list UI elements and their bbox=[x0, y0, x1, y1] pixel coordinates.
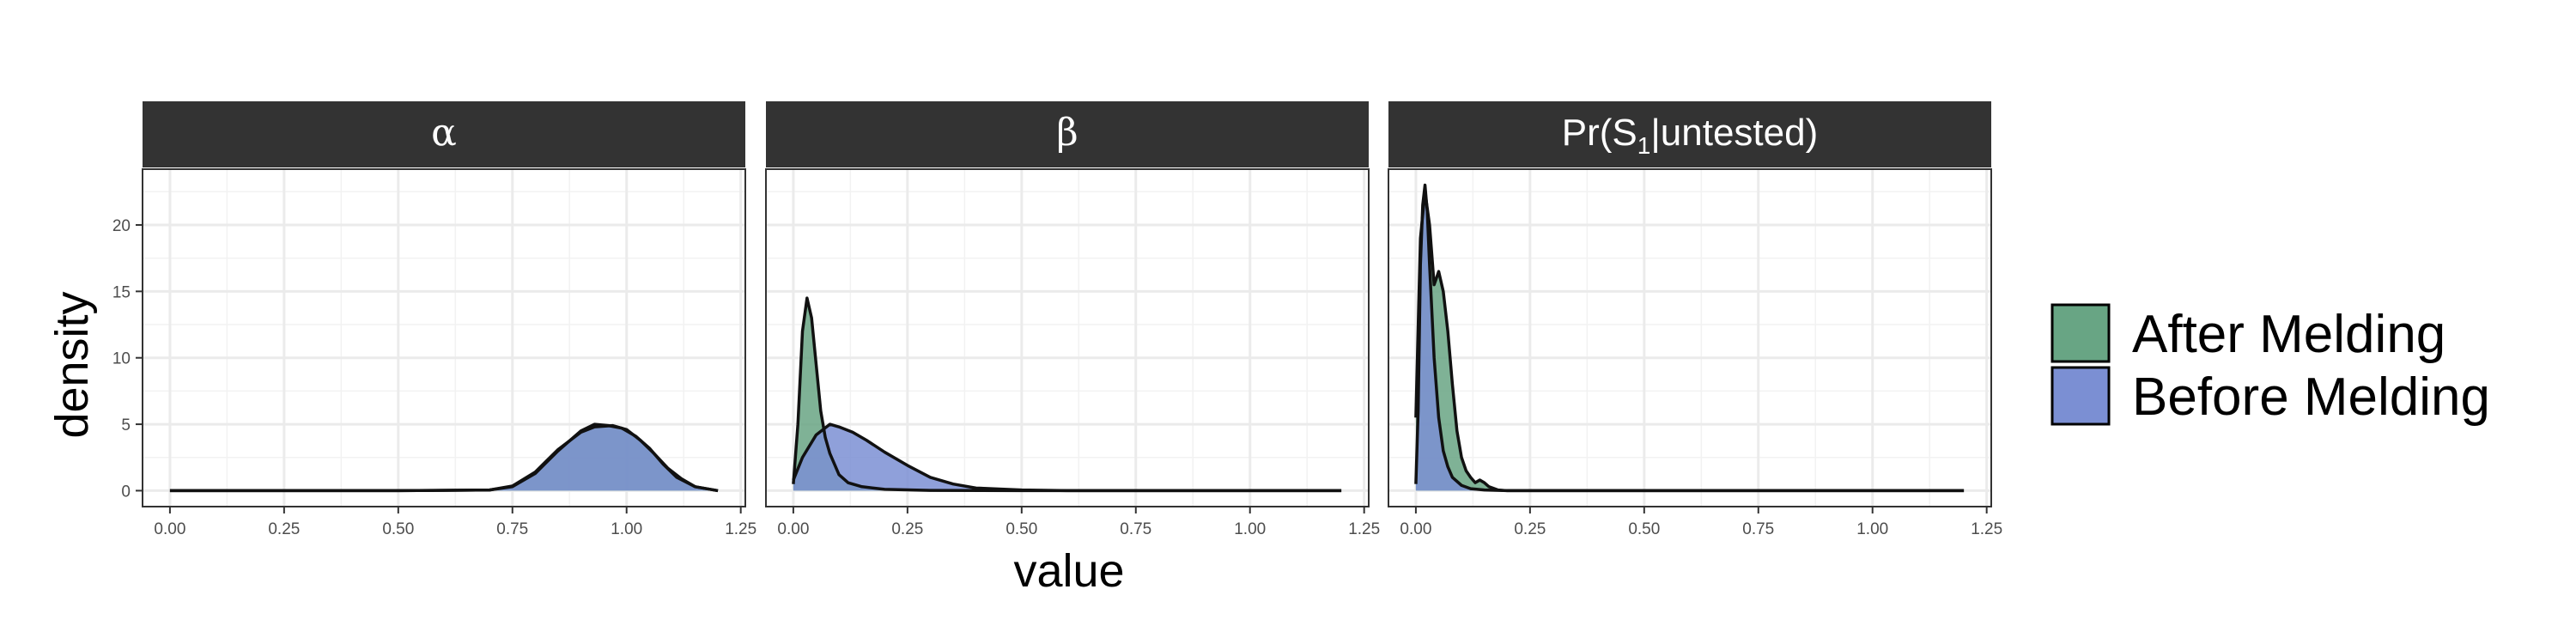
density-line-after-melding bbox=[792, 296, 1342, 493]
x-tick-label: 0.00 bbox=[154, 520, 185, 538]
x-tick-label: 1.00 bbox=[1234, 520, 1266, 538]
legend-key-before-melding bbox=[2050, 366, 2111, 426]
panel-border bbox=[765, 168, 1370, 507]
facet-strip-label: α bbox=[431, 111, 457, 155]
x-tick-label: 0.75 bbox=[1120, 520, 1151, 538]
density-line-before-melding bbox=[1414, 183, 1965, 493]
panel-1: α 0.00 0.25 0.50 0.75 1.00 1.25 0 5 10 15 20 bbox=[112, 101, 756, 538]
x-tick-label: 0.00 bbox=[1400, 520, 1431, 538]
x-tick-label: 0.75 bbox=[1742, 520, 1774, 538]
facet-strip bbox=[1388, 101, 1991, 167]
panel-3: Pr(S1|untested) 0.00 0.25 0.50 0.75 1.00 1.25 bbox=[1388, 101, 2002, 538]
x-tick-label: 1.25 bbox=[1348, 520, 1380, 538]
facet-strip-label: Pr(S1|untested) bbox=[1562, 112, 1818, 159]
panel-border bbox=[1388, 168, 1992, 507]
x-tick-label: 1.25 bbox=[725, 520, 756, 538]
legend: After Melding Before Melding bbox=[2050, 303, 2490, 427]
y-tick-label: 0 bbox=[121, 483, 131, 501]
x-axis-title: value bbox=[1013, 545, 1124, 597]
y-tick-label: 20 bbox=[112, 217, 131, 235]
plot-background bbox=[1388, 169, 1991, 507]
y-tick-label: 10 bbox=[112, 350, 131, 368]
x-tick-label: 0.00 bbox=[777, 520, 809, 538]
x-tick-label: 0.50 bbox=[1005, 520, 1037, 538]
x-tick-label: 0.75 bbox=[496, 520, 528, 538]
legend-label-before-melding: Before Melding bbox=[2132, 368, 2490, 427]
density-line-before-melding bbox=[169, 423, 719, 493]
x-tick-label: 0.25 bbox=[1514, 520, 1546, 538]
x-tick-label: 1.00 bbox=[1856, 520, 1888, 538]
x-tick-label: 1.25 bbox=[1971, 520, 2002, 538]
legend-key-after-melding bbox=[2050, 303, 2111, 363]
facet-strip bbox=[143, 101, 745, 167]
x-tick-label: 1.00 bbox=[611, 520, 642, 538]
x-tick-label: 0.25 bbox=[268, 520, 300, 538]
x-tick-label: 0.25 bbox=[891, 520, 923, 538]
legend-label-after-melding: After Melding bbox=[2132, 305, 2445, 364]
facet-strip-label: β bbox=[1056, 111, 1078, 155]
x-tick-label: 0.50 bbox=[382, 520, 414, 538]
facet-strip bbox=[766, 101, 1369, 167]
y-tick-label: 15 bbox=[112, 283, 131, 301]
y-tick-label: 5 bbox=[121, 416, 131, 434]
y-axis-title: density bbox=[46, 291, 98, 438]
density-area-before-melding bbox=[169, 425, 719, 491]
density-line-after-melding bbox=[1414, 190, 1965, 493]
density-line-before-melding bbox=[792, 422, 1342, 493]
x-tick-label: 0.50 bbox=[1628, 520, 1660, 538]
panel-2: β 0.00 0.25 0.50 0.75 1.00 1.25 bbox=[765, 101, 1380, 538]
panel-border bbox=[142, 168, 746, 507]
